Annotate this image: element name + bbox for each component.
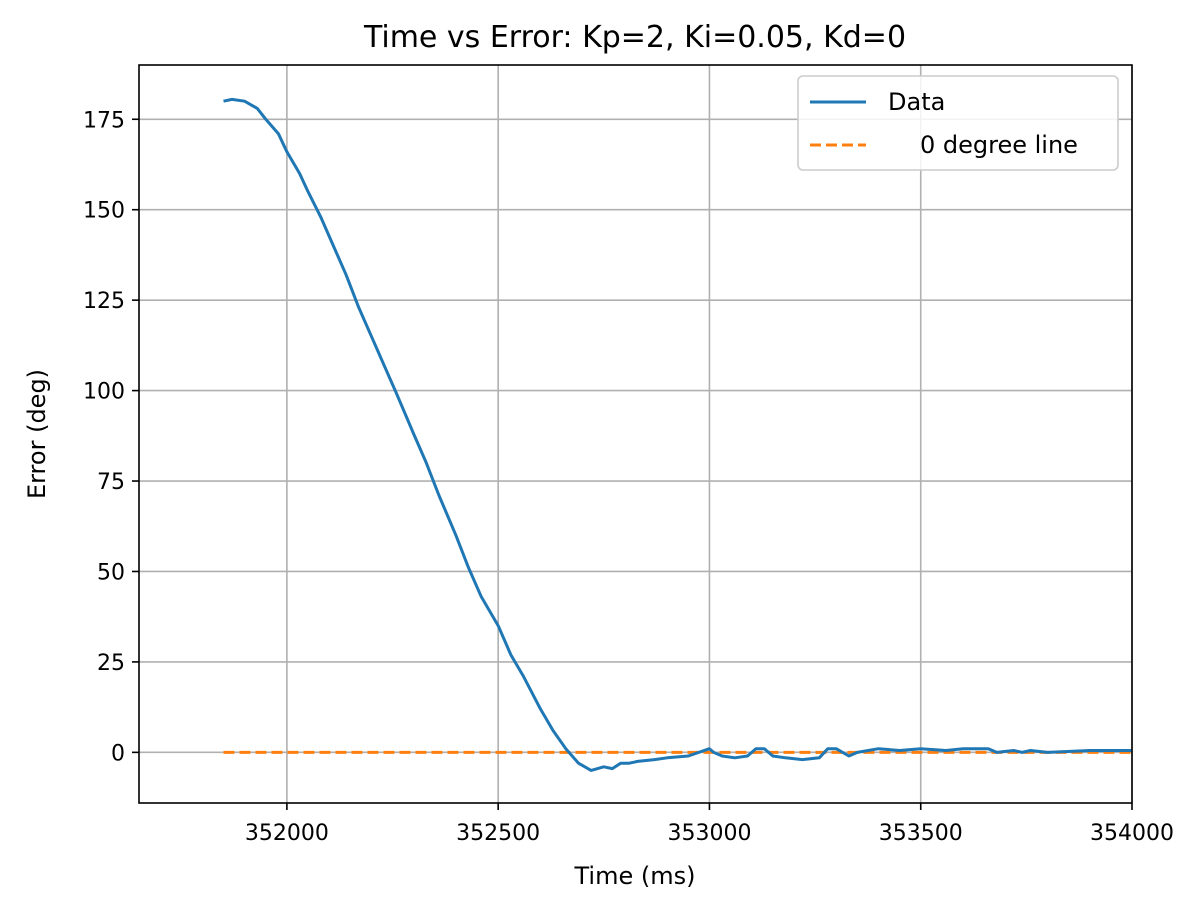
y-axis-label: Error (deg): [23, 369, 51, 499]
series-data-line: [223, 97, 1132, 772]
grid: [139, 65, 1133, 803]
x-tick-label: 353500: [879, 821, 963, 846]
x-tick-label: 352000: [245, 821, 329, 846]
x-tick-label: 354000: [1090, 821, 1174, 846]
legend: Data 0 degree line: [797, 75, 1119, 171]
x-tick-label: 353000: [667, 821, 751, 846]
chart-title: Time vs Error: Kp=2, Ki=0.05, Kd=0: [363, 20, 906, 55]
x-tick-label: 352500: [456, 821, 540, 846]
legend-box: [797, 75, 1119, 171]
legend-label-data: Data: [888, 88, 945, 116]
y-tick-label: 0: [111, 741, 125, 766]
y-tick-label: 50: [97, 560, 125, 585]
y-tick-label: 125: [83, 289, 125, 314]
plot-frame: [138, 64, 1133, 804]
series-layer: [223, 97, 1132, 772]
y-tick-label: 75: [97, 470, 125, 495]
x-axis-label: Time (ms): [574, 862, 696, 890]
y-tick-label: 150: [83, 199, 125, 224]
y-axis-ticks: 0 25 50 75 100 125 150 175: [83, 108, 139, 766]
y-tick-label: 100: [83, 380, 125, 405]
legend-label-zero-line: 0 degree line: [920, 131, 1078, 159]
y-tick-label: 25: [97, 651, 125, 676]
x-axis-ticks: 352000 352500 353000 353500 354000: [245, 803, 1174, 846]
y-tick-label: 175: [83, 108, 125, 133]
